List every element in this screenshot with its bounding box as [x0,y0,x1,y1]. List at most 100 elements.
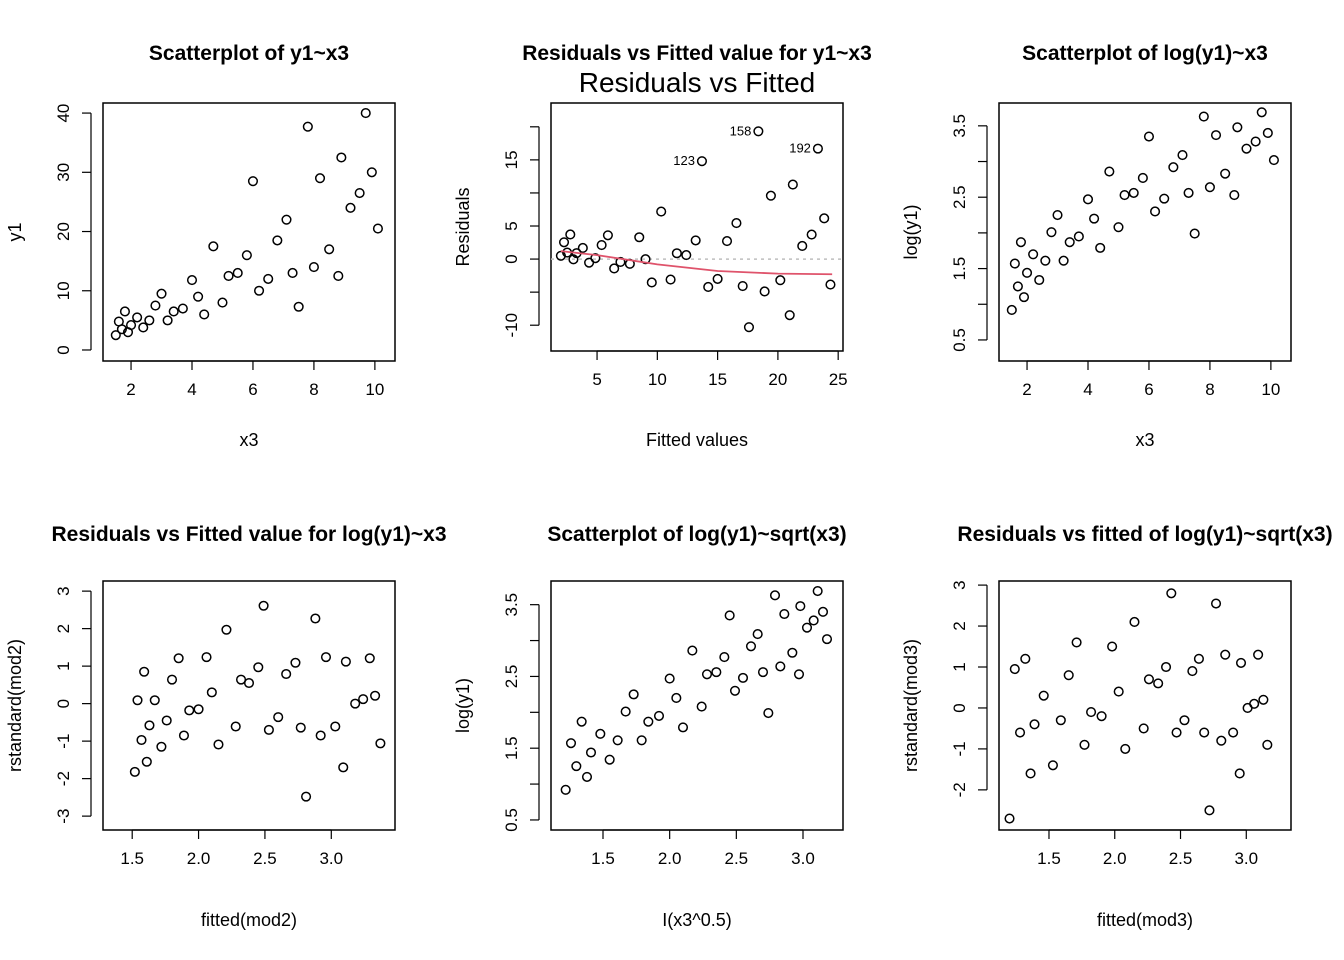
data-point [1220,649,1231,660]
data-point [577,242,588,254]
x-tick-label: 8 [309,380,318,399]
data-point [620,706,631,717]
y-tick-label: -2 [950,782,969,797]
data-point [609,263,620,274]
data-point [156,741,167,752]
data-point [1086,707,1097,718]
title-group: Scatterplot of log(y1)~sqrt(x3) [547,523,846,546]
data-point [1241,143,1252,154]
x-axis-label: x3 [1135,430,1154,450]
y-tick-label: 15 [502,150,521,169]
data-point [701,669,713,680]
data-point [745,641,757,652]
x-axis-label: fitted(mod3) [1097,910,1193,930]
data-point [1119,190,1130,201]
x-axis-label: fitted(mod2) [201,910,297,930]
x-tick-label: 4 [187,380,196,399]
data-point [1253,649,1264,660]
y-tick-label: 0 [54,345,73,354]
panel-3: Scatterplot of log(y1)~x3 2 4 6 8 10 0.5 1.5 2.5… [901,42,1292,450]
data-point [1210,598,1222,609]
data-point [199,309,210,320]
data-point [139,666,150,677]
x-tick-label: 6 [1144,380,1153,399]
data-point [290,657,301,668]
data-point [765,190,776,201]
data-point [757,667,769,678]
y-tick-label: 1 [950,662,969,671]
data-point [775,275,786,286]
data-point [162,315,173,326]
x-tick-label: 5 [592,370,601,389]
chart-title: Residuals vs fitted of log(y1)~sqrt(x3) [957,523,1332,546]
data-point [168,306,179,317]
y-tick-label: 1 [54,661,73,670]
data-point [1232,122,1243,133]
data-point [1079,739,1090,750]
data-point [721,236,733,247]
data-point [1095,242,1106,253]
data-point [263,273,274,284]
data-point [1040,255,1051,266]
data-point [737,281,748,292]
data-point [247,176,259,187]
title-group: Residuals vs Fitted value for y1~x3 [522,42,872,65]
chart-title: Scatterplot of log(y1)~x3 [1022,42,1268,65]
data-point [1250,136,1261,147]
outlier-label: 192 [789,141,811,156]
data-point [1268,155,1279,166]
data-point [795,601,806,612]
data-point [1204,805,1215,816]
data-point [681,250,692,261]
x-tick-label: 10 [648,370,667,389]
data-point [1210,130,1222,141]
data-point [596,240,607,251]
data-point [1262,127,1273,139]
data-point [230,721,241,732]
data-point [110,330,121,341]
data-point [808,615,819,626]
data-point [812,585,823,597]
data-point [753,126,764,137]
data-point [1120,743,1131,754]
x-tick-label: 1.5 [591,849,615,868]
data-point [370,690,381,701]
data-point [1034,274,1045,286]
data-point [1153,678,1164,689]
data-point [132,312,143,323]
data-point [1018,292,1030,303]
data-point [333,270,344,281]
x-tick-label: 1.5 [120,849,144,868]
data-point [144,315,155,326]
y-tick-label: 3 [950,580,969,589]
data-point [1159,193,1170,204]
data-point [1014,727,1026,738]
chart-title: Residuals vs Fitted value for y1~x3 [522,42,872,65]
x-tick-label: 20 [768,370,787,389]
data-point [354,187,365,199]
x-tick-label: 25 [829,370,848,389]
title-group: Residuals vs Fitted value for log(y1)~x3 [51,523,446,546]
data-point [366,167,377,178]
x-axis-label: x3 [239,430,258,450]
y-tick-label: 1.5 [950,257,969,281]
data-point [712,273,723,284]
data-point [1137,172,1148,183]
data-point [156,288,167,299]
x-tick-label: 8 [1205,380,1214,399]
x-tick-label: 2 [1022,380,1031,399]
data-point [1082,194,1094,205]
data-point [1021,267,1033,278]
data-point [263,724,274,735]
data-point [729,685,741,696]
data-point [340,656,351,667]
x-tick-label: 2.5 [725,849,749,868]
data-point [568,254,579,265]
data-point [149,695,160,706]
data-point [793,669,805,680]
x-tick-label: 1.5 [1037,849,1061,868]
x-tick-label: 2.5 [1169,849,1193,868]
data-point [1009,258,1020,269]
data-point [1015,237,1026,248]
data-point [602,230,613,241]
